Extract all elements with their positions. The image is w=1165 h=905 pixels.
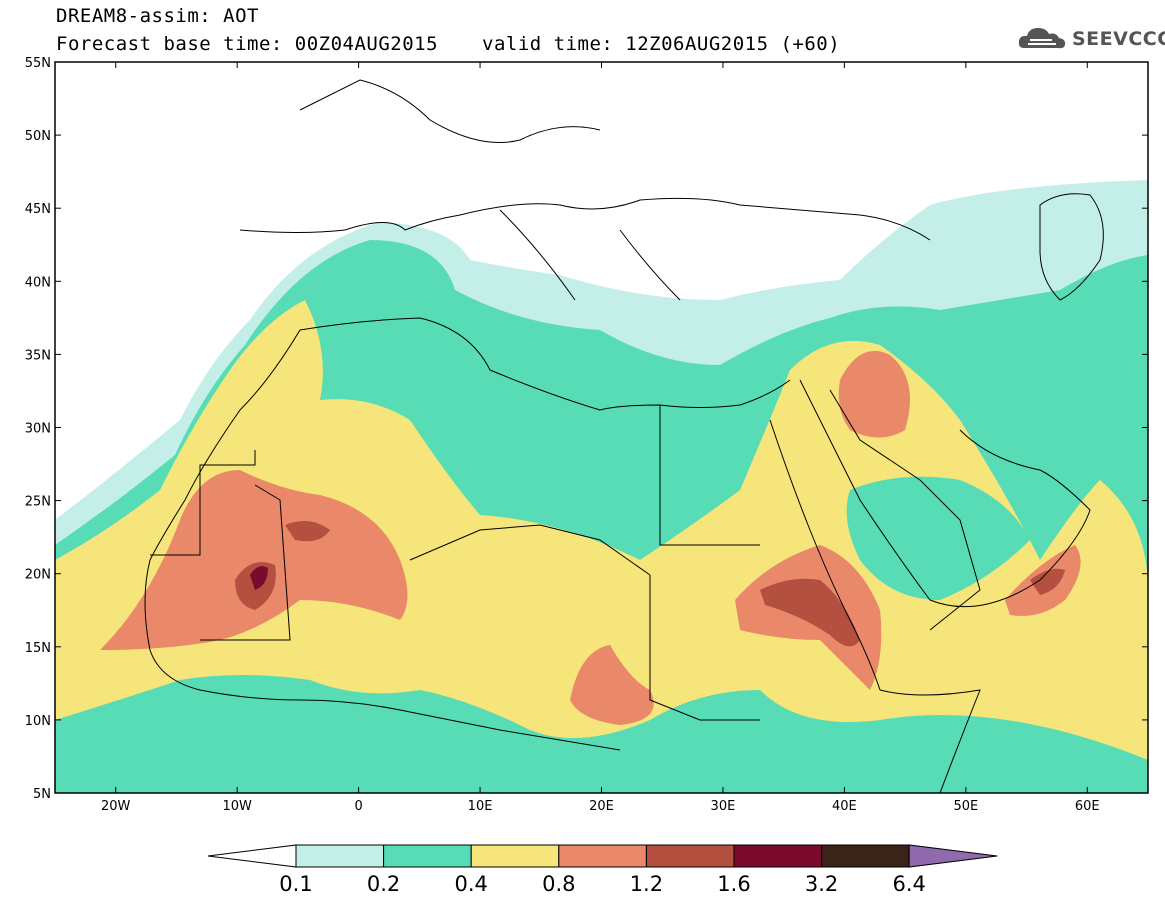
colorbar — [207, 844, 998, 868]
lon-label: 20E — [589, 799, 614, 814]
logo-text: SEEVCCC — [1072, 28, 1165, 50]
lat-label: 5N — [33, 787, 51, 802]
colorbar-level: 0.4 — [454, 872, 487, 896]
lon-label: 10E — [468, 799, 493, 814]
aot-band-0.8 — [100, 470, 408, 650]
lat-label: 50N — [25, 129, 51, 144]
lat-label: 10N — [25, 714, 51, 729]
aot-patch-mali — [285, 521, 330, 542]
borders — [144, 79, 1104, 793]
longitude-labels: 20W 10W 0 10E 20E 30E 40E 50E 60E — [101, 799, 1100, 814]
valid-time: valid time: 12Z06AUG2015 (+60) — [482, 33, 841, 55]
colorbar-level: 1.6 — [717, 872, 750, 896]
colorbar-swatch — [558, 844, 647, 868]
colorbar-level: 6.4 — [892, 872, 925, 896]
lon-label: 0 — [354, 799, 362, 814]
border-mauritania — [150, 450, 256, 556]
colorbar-under — [207, 844, 297, 868]
colorbar-swatch — [470, 844, 560, 868]
border-sudan — [649, 575, 760, 721]
border-caspian — [1039, 193, 1104, 301]
lon-label: 50E — [953, 799, 978, 814]
colorbar-level: 3.2 — [805, 872, 838, 896]
colorbar-over — [908, 844, 998, 868]
aot-patch-chad — [570, 645, 654, 725]
lat-label: 30N — [25, 422, 51, 437]
forecast-base-time: Forecast base time: 00Z04AUG2015 — [56, 33, 439, 55]
seevccc-logo: SEEVCCC — [1018, 24, 1165, 52]
border-algeria-niger — [409, 524, 651, 576]
colorbar-swatch — [645, 844, 735, 868]
aot-band-1.6 — [250, 566, 268, 590]
aot-patch-ethiopia — [760, 578, 860, 647]
colorbar-swatch — [821, 844, 910, 868]
lat-label: 55N — [25, 56, 51, 71]
axis-ticks — [55, 61, 1148, 794]
lon-label: 60E — [1075, 799, 1100, 814]
lon-label: 30E — [711, 799, 736, 814]
border-libya-egypt — [659, 405, 760, 546]
lat-label: 25N — [25, 495, 51, 510]
coastline-africa-north — [299, 317, 791, 411]
coastline-africa-west — [144, 329, 621, 751]
aot-patch-sahara — [470, 426, 700, 520]
lon-label: 20W — [101, 799, 131, 814]
map-title: DREAM8-assim: AOT — [56, 5, 259, 27]
latitude-labels: 55N 50N 45N 40N 35N 30N 25N 20N 15N 10N 5N — [25, 56, 51, 802]
aot-patch-arabia — [846, 476, 1030, 600]
colorbar-swatch — [383, 844, 472, 868]
colorbar-level: 0.2 — [367, 872, 400, 896]
aot-patch-iraq — [838, 350, 910, 438]
border-mali — [200, 484, 291, 641]
colorbar-level: 1.2 — [630, 872, 663, 896]
colorbar-labels: 0.1 0.2 0.4 0.8 1.2 1.6 3.2 6.4 — [279, 872, 926, 896]
lat-label: 40N — [25, 275, 51, 290]
aot-patch-oman-core — [1030, 568, 1065, 595]
colorbar-level: 0.8 — [542, 872, 575, 896]
border-saudi — [829, 389, 981, 631]
coastline-red-sea — [769, 379, 931, 691]
lon-label: 10W — [222, 799, 252, 814]
coastline-horn — [879, 689, 981, 793]
lat-label: 15N — [25, 641, 51, 656]
coastline-europe — [239, 79, 931, 301]
aot-fields — [55, 62, 1148, 793]
lat-label: 35N — [25, 348, 51, 363]
lon-label: 40E — [832, 799, 857, 814]
coastline-arabia — [929, 429, 1091, 608]
colorbar-swatch — [733, 844, 823, 868]
lat-label: 45N — [25, 202, 51, 217]
cloud-icon — [1018, 28, 1066, 49]
lat-label: 20N — [25, 568, 51, 583]
colorbar-swatch — [295, 844, 385, 868]
colorbar-level: 0.1 — [279, 872, 312, 896]
